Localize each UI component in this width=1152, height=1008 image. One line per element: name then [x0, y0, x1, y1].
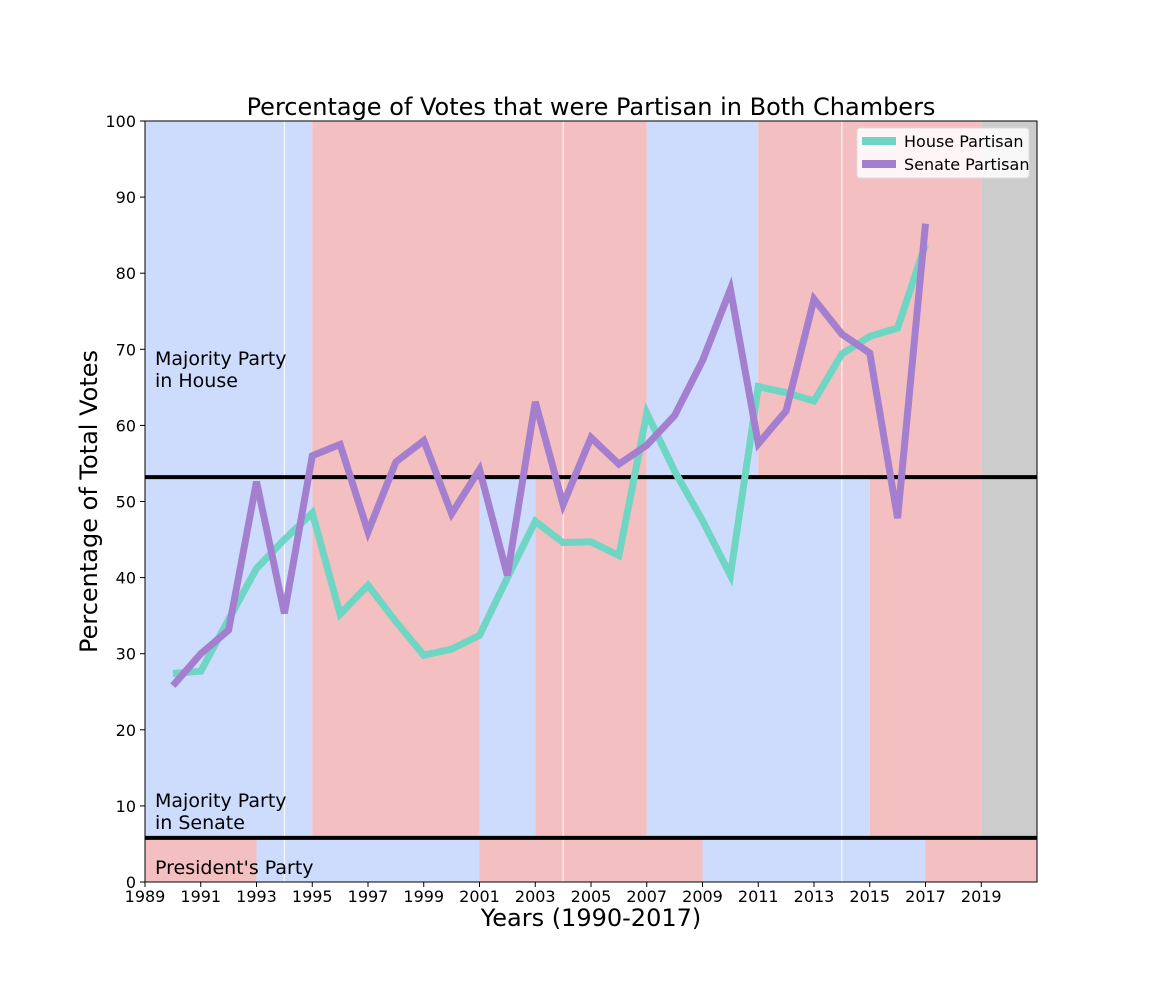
house-band-1 [312, 121, 647, 478]
y-axis-label: Percentage of Total Votes [75, 350, 103, 653]
legend: House Partisan Senate Partisan [856, 127, 1030, 179]
x-tick-label-1989: 1989 [125, 887, 166, 906]
legend-entry-senate: Senate Partisan [904, 155, 1029, 174]
x-tick-label-2015: 2015 [849, 887, 890, 906]
house-band-2 [646, 121, 759, 478]
senate-majority-label-line1: Majority Party [155, 790, 287, 812]
y-tick-label-50: 50 [116, 493, 136, 512]
president-band-0 [145, 837, 257, 882]
x-tick-label-2013: 2013 [794, 887, 835, 906]
y-tick-label-20: 20 [116, 721, 136, 740]
senate-band-6 [981, 477, 1037, 838]
chart-title: Percentage of Votes that were Partisan i… [247, 93, 936, 121]
house-majority-label-line2: in House [155, 370, 238, 392]
background-bands [145, 121, 1037, 882]
house-band-0 [145, 121, 313, 478]
x-tick-label-2007: 2007 [626, 887, 667, 906]
series-lines [170, 223, 929, 689]
president-band-3 [702, 837, 926, 882]
x-axis-ticks: 1989 1991 1993 1995 1997 1999 2001 2003 2005 2007… [125, 882, 1002, 906]
senate-band-5 [869, 477, 982, 838]
x-tick-label-1993: 1993 [236, 887, 277, 906]
y-tick-label-100: 100 [105, 112, 136, 131]
x-tick-label-2009: 2009 [682, 887, 723, 906]
president-band-1 [256, 837, 480, 882]
y-tick-label-40: 40 [116, 569, 136, 588]
x-axis-label: Years (1990-2017) [480, 904, 702, 932]
legend-box [856, 127, 1030, 179]
senate-band-4 [646, 477, 870, 838]
x-tick-label-2011: 2011 [738, 887, 779, 906]
y-tick-label-90: 90 [116, 188, 136, 207]
x-tick-label-2017: 2017 [905, 887, 946, 906]
senate-band-1 [312, 477, 480, 838]
x-tick-label-1991: 1991 [180, 887, 221, 906]
x-tick-label-1999: 1999 [403, 887, 444, 906]
senate-band-0 [145, 477, 313, 838]
series-line-senate [170, 223, 929, 689]
y-tick-label-80: 80 [116, 264, 136, 283]
x-tick-label-2005: 2005 [571, 887, 612, 906]
y-axis-ticks: 0 10 20 30 40 50 60 70 80 90 100 [105, 112, 145, 892]
house-band-4 [981, 121, 1037, 478]
x-tick-label-2003: 2003 [515, 887, 556, 906]
y-tick-label-0: 0 [126, 873, 136, 892]
x-tick-label-1997: 1997 [348, 887, 389, 906]
x-tick-label-1995: 1995 [292, 887, 333, 906]
x-tick-label-2019: 2019 [961, 887, 1002, 906]
y-tick-label-10: 10 [116, 797, 136, 816]
president-band-4 [925, 837, 1037, 882]
president-party-label: President's Party [155, 857, 314, 879]
president-band-2 [479, 837, 703, 882]
house-majority-label-line1: Majority Party [155, 348, 287, 370]
y-tick-label-60: 60 [116, 416, 136, 435]
annotations: Majority Party in House Majority Party i… [155, 348, 314, 879]
legend-entry-house: House Partisan [904, 132, 1024, 151]
y-tick-label-30: 30 [116, 645, 136, 664]
x-tick-label-2001: 2001 [459, 887, 500, 906]
senate-majority-label-line2: in Senate [155, 812, 245, 834]
house-band-3 [758, 121, 982, 478]
y-tick-label-70: 70 [116, 340, 136, 359]
